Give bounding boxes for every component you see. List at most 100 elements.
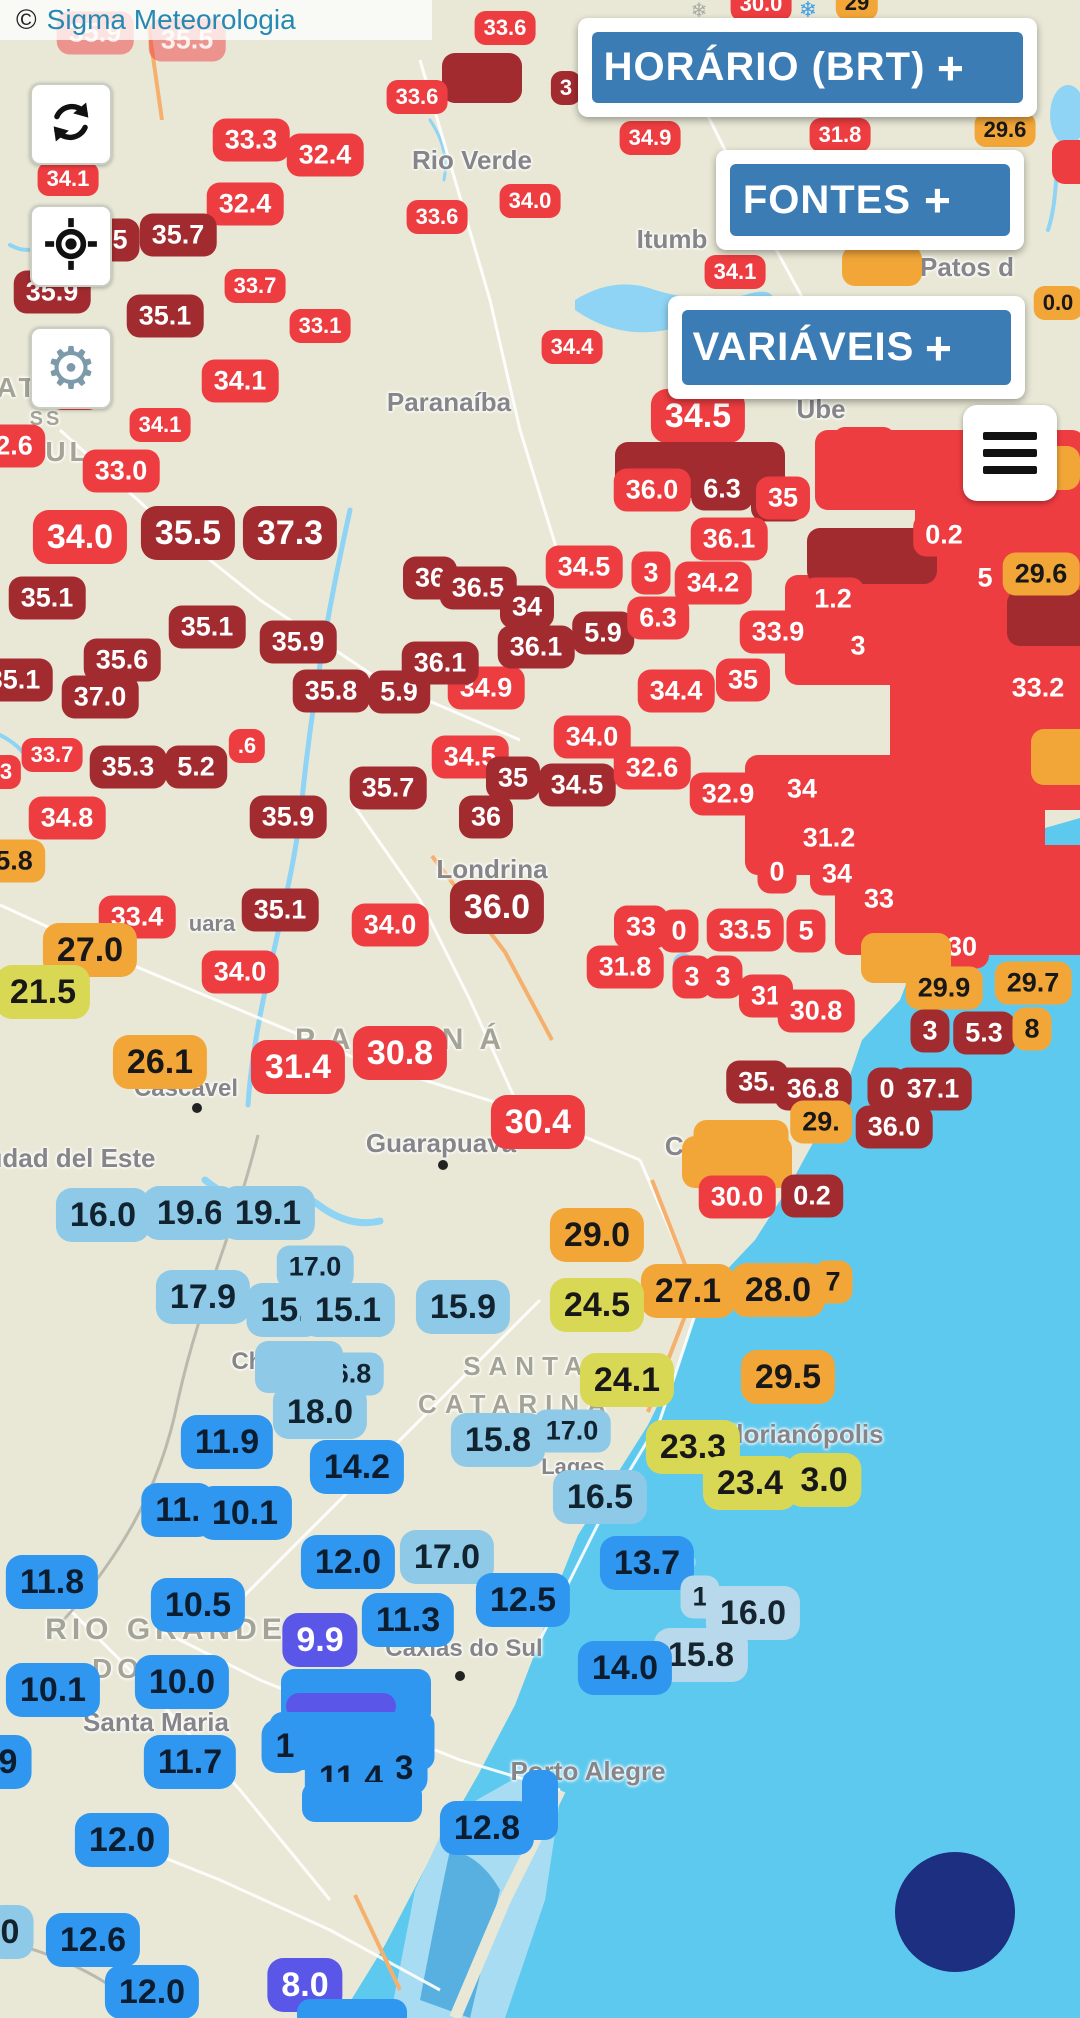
temp-badge[interactable]: 6.3 <box>627 596 689 640</box>
temp-badge[interactable]: 29.6 <box>974 113 1036 147</box>
temp-badge[interactable]: 34.5 <box>538 763 616 807</box>
menu-button[interactable] <box>963 405 1057 501</box>
temp-badge[interactable]: 35.1 <box>168 605 246 649</box>
temp-badge[interactable]: 29. <box>790 1100 852 1144</box>
temp-badge[interactable] <box>442 53 522 103</box>
temp-badge[interactable]: 36.1 <box>690 517 768 561</box>
temp-badge[interactable]: 30.0 <box>698 1175 776 1219</box>
temp-badge[interactable]: 34.1 <box>201 359 279 403</box>
temp-badge[interactable]: 33.9 <box>739 610 817 654</box>
temp-badge[interactable]: 33.0 <box>82 449 160 493</box>
temp-badge[interactable]: 0.2 <box>913 513 975 557</box>
temp-badge[interactable]: 33.7 <box>21 738 83 772</box>
temp-badge[interactable]: 19.1 <box>220 1186 316 1240</box>
temp-badge[interactable]: 10.1 <box>197 1486 293 1540</box>
temp-badge[interactable] <box>297 1999 407 2018</box>
temp-badge[interactable]: 16.0 <box>55 1188 151 1242</box>
temp-badge[interactable]: 14.2 <box>309 1440 405 1494</box>
temp-badge[interactable]: 35.9 <box>259 620 337 664</box>
temp-badge[interactable]: 35.7 <box>139 213 217 257</box>
temp-badge[interactable]: 34 <box>499 585 555 629</box>
temp-badge[interactable]: 6.3 <box>691 467 753 511</box>
temp-badge[interactable]: 30.8 <box>352 1026 448 1080</box>
temp-badge[interactable]: 13.7 <box>599 1536 695 1590</box>
temp-badge[interactable] <box>255 1341 343 1393</box>
temp-badge[interactable]: 31.4 <box>250 1040 346 1094</box>
temp-badge[interactable]: 36.1 <box>401 641 479 685</box>
temp-badge[interactable]: 16.5 <box>552 1470 648 1524</box>
temp-badge[interactable]: 3 <box>703 955 743 999</box>
temp-badge[interactable]: 34.0 <box>32 510 128 564</box>
temp-badge[interactable]: 24.5 <box>549 1278 645 1332</box>
temp-badge[interactable]: 35.1 <box>8 576 86 620</box>
temp-badge[interactable]: 14.0 <box>577 1641 673 1695</box>
temp-badge[interactable]: 5 <box>965 556 1005 600</box>
temp-badge[interactable]: 36.0 <box>613 468 691 512</box>
temp-badge[interactable]: 33.1 <box>289 309 351 343</box>
temp-badge[interactable]: 33.6 <box>474 11 536 45</box>
temp-badge[interactable]: 0.2 <box>781 1174 843 1218</box>
temp-badge[interactable]: 34.5 <box>545 545 623 589</box>
temp-badge[interactable]: 29 <box>835 0 879 20</box>
temp-badge[interactable]: 3 <box>0 755 22 789</box>
temp-badge[interactable]: 9 <box>0 1735 32 1789</box>
refresh-button[interactable] <box>30 83 112 165</box>
temp-badge[interactable]: 17.9 <box>155 1270 251 1324</box>
temp-badge[interactable]: 15.1 <box>300 1283 396 1337</box>
temp-badge[interactable]: 18.0 <box>272 1385 368 1439</box>
temp-badge[interactable]: 35 <box>485 756 541 800</box>
temp-badge[interactable]: 34.1 <box>704 255 766 289</box>
temp-badge[interactable]: 33 <box>851 877 907 921</box>
temp-badge[interactable]: 35.5 <box>140 506 236 560</box>
temp-badge[interactable]: 35.9 <box>249 795 327 839</box>
temp-badge[interactable]: 36.1 <box>497 625 575 669</box>
temp-badge[interactable]: 8 <box>1012 1007 1052 1051</box>
temp-badge[interactable]: 2.6 <box>0 424 45 468</box>
temp-badge[interactable]: 5.2 <box>165 745 227 789</box>
temp-badge[interactable]: 3 <box>631 551 671 595</box>
temp-badge[interactable]: 35.8 <box>292 669 370 713</box>
locate-button[interactable] <box>30 205 112 287</box>
temp-badge[interactable]: 37.3 <box>242 506 338 560</box>
temp-badge[interactable]: 36.0 <box>449 880 545 934</box>
temp-badge[interactable]: 17.0 <box>276 1245 354 1289</box>
temp-badge[interactable]: 29.0 <box>549 1208 645 1262</box>
temp-badge[interactable]: 32.6 <box>613 746 691 790</box>
temp-badge[interactable]: 12.0 <box>74 1813 170 1867</box>
temp-badge[interactable]: 0 <box>659 909 699 953</box>
temp-badge[interactable]: 11.8 <box>5 1555 99 1609</box>
temp-badge[interactable]: 33 <box>613 905 669 949</box>
temp-badge[interactable]: 37.0 <box>61 675 139 719</box>
temp-badge[interactable]: 37.1 <box>894 1067 972 1111</box>
temp-badge[interactable]: 27.1 <box>640 1264 736 1318</box>
settings-button[interactable]: ⚙ <box>30 327 112 409</box>
temp-badge[interactable]: 34.4 <box>637 669 715 713</box>
temp-badge[interactable]: 34.0 <box>201 950 279 994</box>
fontes-button[interactable]: FONTES + <box>730 164 1010 236</box>
temp-badge[interactable]: 15.8 <box>450 1413 546 1467</box>
temp-badge[interactable]: 0.0 <box>1033 286 1080 320</box>
temp-badge[interactable]: 29.6 <box>1002 552 1080 596</box>
temp-badge[interactable]: 17.0 <box>399 1530 495 1584</box>
attribution-link[interactable]: Sigma Meteorologia <box>46 4 296 35</box>
temp-badge[interactable]: 11.7 <box>143 1735 237 1789</box>
temp-badge[interactable] <box>1007 590 1080 646</box>
temp-badge[interactable]: 35.3 <box>89 745 167 789</box>
temp-badge[interactable]: 32.4 <box>286 133 364 177</box>
temp-badge[interactable]: 35.1 <box>0 658 53 702</box>
temp-badge[interactable]: 35.1 <box>126 294 204 338</box>
temp-badge[interactable]: 12.6 <box>45 1913 141 1967</box>
temp-badge[interactable]: 32.9 <box>689 772 767 816</box>
temp-badge[interactable]: 34.8 <box>28 796 106 840</box>
temp-badge[interactable]: 24.1 <box>579 1353 675 1407</box>
temp-badge[interactable]: 34.0 <box>553 715 631 759</box>
temp-badge[interactable]: 28.0 <box>730 1263 826 1317</box>
temp-badge[interactable]: 35.6 <box>83 638 161 682</box>
temp-badge[interactable]: 34.1 <box>37 162 99 196</box>
temp-badge[interactable] <box>842 246 922 286</box>
temp-badge[interactable]: 5.8 <box>0 839 45 883</box>
temp-badge[interactable]: 11.3 <box>361 1593 455 1647</box>
temp-badge[interactable]: 10.0 <box>134 1655 230 1709</box>
temp-badge[interactable]: 35.7 <box>349 766 427 810</box>
temp-badge[interactable]: 1 <box>261 1719 309 1773</box>
